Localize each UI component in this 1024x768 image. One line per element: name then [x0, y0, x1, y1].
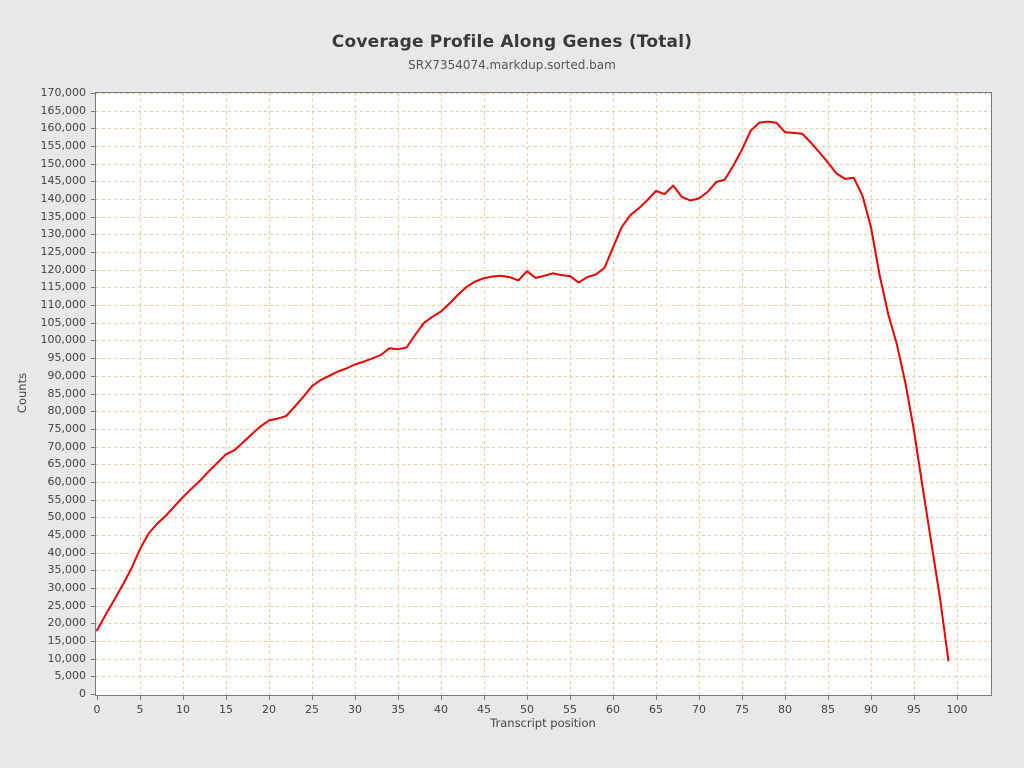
- y-tick-label: 135,000: [40, 209, 87, 223]
- y-tick-label: 95,000: [47, 351, 87, 365]
- x-tick-label: 0: [93, 703, 101, 716]
- x-tick-label: 70: [692, 703, 706, 716]
- y-tick-label: 90,000: [47, 368, 87, 382]
- x-tick-label: 75: [735, 703, 749, 716]
- y-tick-label: 45,000: [47, 527, 87, 541]
- y-axis-title: Counts: [15, 372, 29, 414]
- y-tick-label: 140,000: [40, 192, 87, 206]
- y-tick-label: 145,000: [40, 174, 87, 188]
- x-tick-label: 40: [434, 703, 448, 716]
- chart-subtitle: SRX7354074.markdup.sorted.bam: [408, 58, 616, 72]
- y-tick-label: 120,000: [40, 262, 87, 276]
- y-tick-label: 105,000: [40, 315, 87, 329]
- x-tick-label: 90: [864, 703, 878, 716]
- x-tick-label: 45: [477, 703, 491, 716]
- x-tick-label: 80: [778, 703, 792, 716]
- series-line: [96, 120, 950, 662]
- y-tick-label: 155,000: [40, 139, 87, 153]
- y-tick-label: 40,000: [47, 545, 87, 559]
- plot-area: [91, 92, 992, 700]
- y-tick-label: 10,000: [47, 651, 87, 665]
- y-tick-label: 15,000: [47, 633, 87, 647]
- x-tick-label: 35: [391, 703, 405, 716]
- x-axis-title: Transcript position: [490, 716, 596, 730]
- x-tick-label: 55: [563, 703, 577, 716]
- y-tick-label: 125,000: [40, 245, 87, 259]
- x-tick-label: 95: [907, 703, 921, 716]
- y-tick-label: 65,000: [47, 457, 87, 471]
- y-tick-label: 110,000: [40, 298, 87, 312]
- x-tick-label: 50: [520, 703, 534, 716]
- y-tick-label: 150,000: [40, 156, 87, 170]
- y-tick-label: 100,000: [40, 333, 87, 347]
- y-tick-label: 130,000: [40, 227, 87, 241]
- y-tick-label: 25,000: [47, 598, 87, 612]
- x-tick-label: 10: [176, 703, 190, 716]
- chart-title: Coverage Profile Along Genes (Total): [331, 32, 693, 52]
- y-tick-label: 85,000: [47, 386, 87, 400]
- x-tick-label: 100: [946, 703, 968, 716]
- x-tick-label: 15: [219, 703, 233, 716]
- y-tick-label: 115,000: [40, 280, 87, 294]
- y-tick-label: 165,000: [40, 103, 87, 117]
- y-tick-label: 60,000: [47, 474, 87, 488]
- y-tick-label: 5,000: [54, 669, 87, 683]
- grid-lines: [96, 93, 991, 695]
- x-tick-label: 5: [136, 703, 144, 716]
- x-tick-label: 25: [305, 703, 319, 716]
- y-tick-label: 75,000: [47, 421, 87, 435]
- x-tick-label: 65: [649, 703, 663, 716]
- y-tick-label: 170,000: [40, 86, 87, 99]
- x-tick-label: 30: [348, 703, 362, 716]
- y-tick-label: 35,000: [47, 563, 87, 577]
- y-tick-label: 80,000: [47, 404, 87, 418]
- y-tick-label: 20,000: [47, 616, 87, 630]
- x-tick-label: 60: [606, 703, 620, 716]
- x-tick-label: 85: [821, 703, 835, 716]
- y-tick-label: 0: [79, 687, 86, 700]
- x-tick-label: 20: [262, 703, 276, 716]
- axis-ticks: [91, 93, 958, 700]
- y-tick-label: 50,000: [47, 510, 87, 524]
- y-tick-label: 55,000: [47, 492, 87, 506]
- y-tick-label: 160,000: [40, 121, 87, 135]
- y-tick-label: 30,000: [47, 580, 87, 594]
- y-tick-label: 70,000: [47, 439, 87, 453]
